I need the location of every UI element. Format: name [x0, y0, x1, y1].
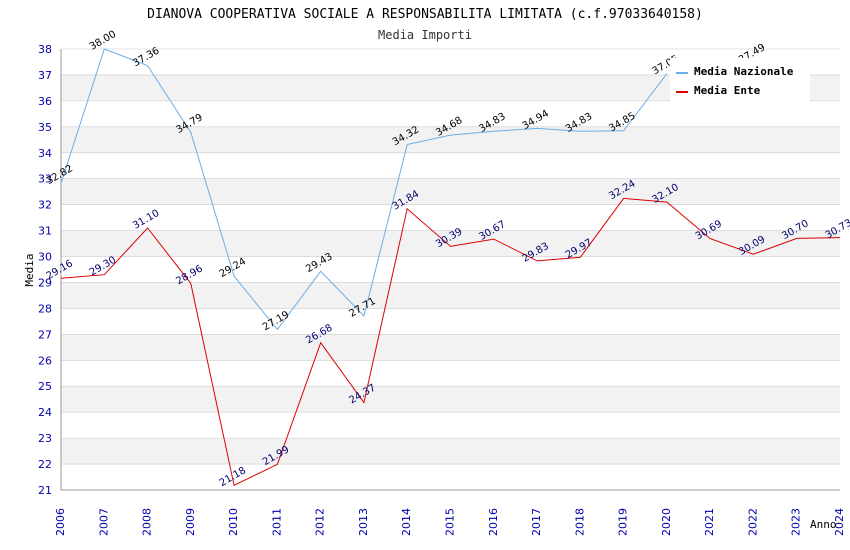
legend-label-media-ente: Media Ente — [694, 84, 761, 97]
y-tick-label: 34 — [38, 147, 52, 160]
x-tick-label: 2015 — [444, 508, 457, 536]
chart-title: DIANOVA COOPERATIVA SOCIALE A RESPONSABI… — [147, 7, 703, 22]
x-tick-label: 2020 — [660, 508, 673, 536]
x-tick-label: 2017 — [530, 508, 543, 536]
x-tick-label: 2014 — [400, 508, 413, 536]
x-axis-title: Anno — [810, 518, 837, 531]
grid-band — [61, 438, 840, 465]
series-lines — [60, 48, 841, 487]
y-tick-label: 31 — [38, 225, 52, 238]
y-tick-label: 36 — [38, 95, 52, 108]
x-tick-label: 2016 — [487, 508, 500, 536]
x-tick-label: 2009 — [184, 508, 197, 536]
y-tick-label: 21 — [38, 484, 52, 497]
grid-band — [61, 386, 840, 413]
y-axis-title: Media — [23, 253, 36, 286]
x-tick-label: 2024 — [833, 508, 846, 536]
x-tick-label: 2011 — [270, 508, 283, 536]
y-tick-label: 29 — [38, 276, 52, 289]
x-tick-label: 2018 — [573, 508, 586, 536]
grid-band — [61, 126, 840, 153]
y-tick-label: 24 — [38, 406, 52, 419]
y-tick-label: 30 — [38, 251, 52, 264]
x-tick-labels: 2006 2007 2008 2009 2010 2011 2012 2013 2014 2015… — [54, 508, 846, 536]
y-tick-label: 38 — [38, 43, 52, 56]
y-tick-label: 35 — [38, 121, 52, 134]
legend: Media Nazionale Media Ente — [670, 58, 810, 102]
y-tick-label: 28 — [38, 302, 52, 315]
x-tick-label: 2023 — [790, 508, 803, 536]
series-line — [60, 48, 668, 331]
y-tick-label: 25 — [38, 380, 52, 393]
x-tick-label: 2012 — [314, 508, 327, 536]
y-tick-label: 33 — [38, 173, 52, 186]
y-tick-labels: 21 22 23 24 25 26 27 28 29 30 31 32 33 34 35 36 37 38 — [38, 43, 52, 497]
y-tick-label: 32 — [38, 199, 52, 212]
legend-box — [670, 58, 810, 102]
legend-label-media-nazionale: Media Nazionale — [694, 65, 794, 78]
gridlines — [61, 48, 840, 491]
x-tick-label: 2006 — [54, 508, 67, 536]
data-label: 31.10 — [131, 208, 161, 232]
y-tick-label: 37 — [38, 69, 52, 82]
y-tick-label: 27 — [38, 328, 52, 341]
x-tick-label: 2010 — [227, 508, 240, 536]
series-line — [60, 197, 841, 487]
data-label: 27.19 — [261, 309, 291, 333]
x-tick-label: 2021 — [703, 508, 716, 536]
chart-subtitle: Media Importi — [378, 28, 472, 42]
x-tick-label: 2022 — [746, 508, 759, 536]
x-tick-label: 2019 — [617, 508, 630, 536]
x-tick-label: 2008 — [141, 508, 154, 536]
grid-band — [61, 282, 840, 309]
grid-band — [61, 178, 840, 205]
y-tick-label: 26 — [38, 354, 52, 367]
y-tick-label: 22 — [38, 458, 52, 471]
data-label: 21.18 — [218, 465, 248, 489]
x-tick-label: 2013 — [357, 508, 370, 536]
grid-band — [61, 334, 840, 361]
x-tick-label: 2007 — [97, 508, 110, 536]
grid-bands — [61, 74, 840, 465]
y-tick-label: 23 — [38, 432, 52, 445]
data-label: 29.24 — [218, 256, 248, 280]
grid-band — [61, 230, 840, 257]
